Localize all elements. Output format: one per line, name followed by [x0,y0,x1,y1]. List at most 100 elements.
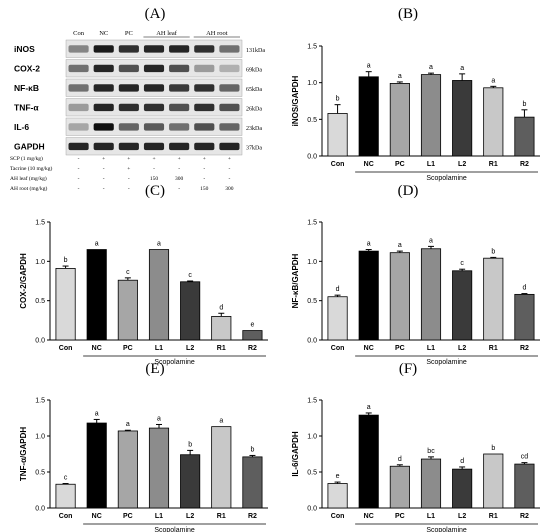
wb-band [169,123,190,131]
x-tick-label: L1 [155,513,163,520]
significance-letter: b [64,257,68,264]
x-tick-label: PC [395,345,405,352]
significance-letter: a [491,77,495,84]
wb-treatment-value: + [127,166,130,172]
x-tick-label: R2 [248,513,257,520]
y-tick-label: 1.5 [307,220,317,227]
wb-band [219,103,240,112]
significance-letter: a [367,404,371,411]
significance-letter: a [398,73,402,80]
wb-treatment-value: - [153,166,155,172]
x-tick-label: L1 [155,345,163,352]
bar [327,113,348,157]
wb-band [143,45,165,53]
significance-letter: b [250,446,254,453]
bar [420,74,442,157]
x-tick-label: L2 [458,513,466,520]
x-tick-label: R1 [217,345,226,352]
y-axis-label: NF-κB/GAPDH [291,253,300,308]
bar [358,76,379,157]
wb-treatment-value: + [102,156,105,162]
wb-band [219,84,240,92]
y-tick-label: 0.5 [307,117,317,124]
x-tick-label: Con [59,513,73,520]
significance-letter: a [429,64,433,71]
bar [180,281,201,341]
x-tick-label: R1 [489,345,498,352]
significance-letter: a [460,65,464,72]
bar [452,270,473,341]
wb-protein-label: GAPDH [14,141,45,151]
panel-label-e: (E) [145,361,165,377]
wb-treatment-value: - [153,186,155,192]
wb-band [219,142,240,151]
wb-kda-label: 26kDa [246,106,262,112]
wb-treatment-value: + [228,156,231,162]
x-tick-label: NC [364,513,374,520]
significance-letter: b [491,445,495,452]
significance-letter: cd [521,454,529,461]
panel-label-a: (A) [144,6,166,22]
bar [327,296,348,341]
group-label: Scopolamine [426,175,467,182]
wb-band [118,123,139,131]
significance-letter: d [460,458,464,465]
wb-band [143,123,165,131]
significance-letter: e [250,322,254,329]
bar [55,483,76,509]
wb-treatment-value: - [128,186,130,192]
x-tick-label: R2 [248,345,257,352]
y-tick-label: 0.0 [307,154,317,161]
wb-kda-label: 37kDa [246,145,262,151]
significance-letter: a [157,415,161,422]
wb-band [118,103,139,112]
x-tick-label: R1 [489,513,498,520]
y-tick-label: 1.0 [35,259,45,266]
x-tick-label: PC [395,513,405,520]
x-tick-label: PC [395,161,405,168]
y-axis-label: COX-2/GAPDH [19,253,28,309]
wb-band [194,142,215,151]
wb-band [219,64,240,73]
y-tick-label: 1.5 [35,220,45,227]
group-label: Scopolamine [154,527,195,532]
bar [358,414,379,509]
wb-band [68,64,89,73]
bar [483,257,504,341]
wb-band [194,84,215,92]
x-tick-label: R1 [489,161,498,168]
bar [55,268,76,341]
wb-band [169,84,190,92]
y-tick-label: 1.5 [307,398,317,405]
bar [242,456,263,509]
x-tick-label: L2 [186,513,194,520]
wb-treatment-value: - [229,166,231,172]
bar [86,422,107,509]
wb-protein-label: iNOS [14,44,35,54]
significance-letter: d [336,286,340,293]
x-tick-label: NC [92,513,102,520]
wb-treatment-value: + [203,156,206,162]
bar [211,426,232,509]
significance-letter: a [367,241,371,248]
wb-treatment-value: - [78,186,80,192]
wb-treatment-label: AH root (mg/kg) [10,185,47,192]
y-tick-label: 0.5 [35,298,45,305]
significance-letter: a [398,242,402,249]
wb-protein-label: TNF-α [14,102,39,112]
wb-band [68,123,89,131]
wb-band [93,64,114,73]
significance-letter: c [126,269,130,276]
wb-treatment-value: 150 [150,176,159,182]
significance-letter: a [157,241,161,248]
panel-label-f: (F) [398,361,418,377]
y-tick-label: 1.0 [35,434,45,441]
y-tick-label: 1.5 [307,44,317,51]
x-tick-label: R2 [520,345,529,352]
wb-band [219,123,240,131]
y-tick-label: 1.0 [307,434,317,441]
wb-band [169,142,190,151]
wb-treatment-label: Tacrine (10 mg/kg) [10,165,53,172]
significance-letter: b [336,96,340,103]
x-tick-label: R2 [520,161,529,168]
